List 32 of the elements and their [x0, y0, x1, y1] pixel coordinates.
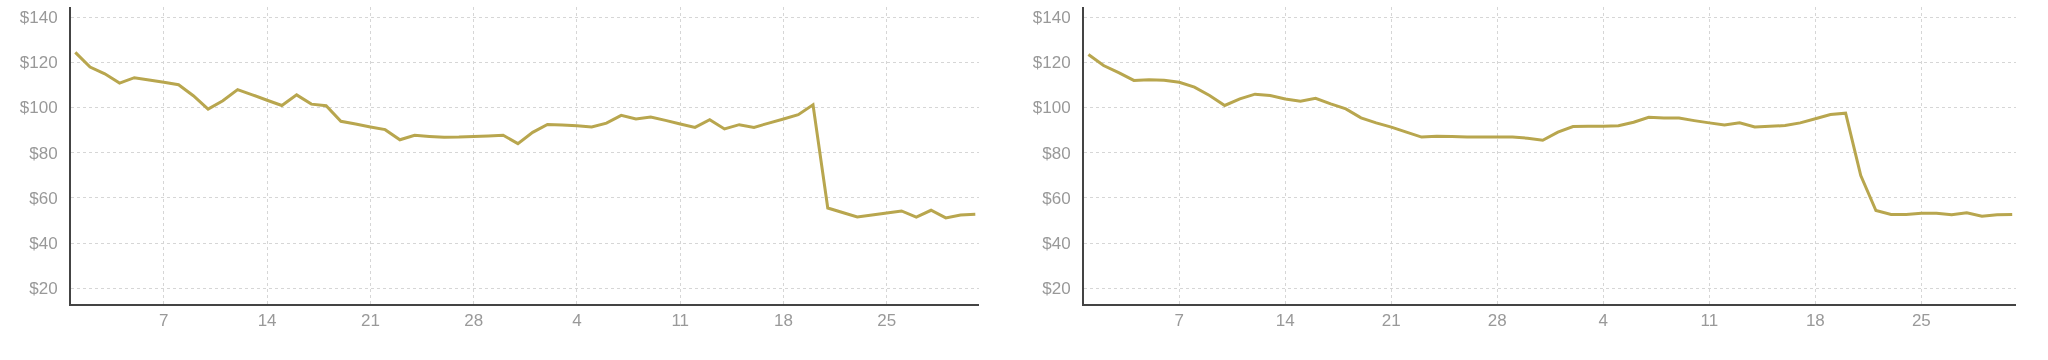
y-tick-label: $80 [29, 143, 58, 163]
y-tick-label: $100 [1032, 98, 1071, 118]
line-series [1086, 52, 2014, 218]
x-tick-label: 18 [1805, 311, 1825, 331]
x-tick-label: 28 [464, 311, 484, 331]
x-tick-label: 4 [572, 311, 582, 331]
x-tick-label: 14 [1275, 311, 1295, 331]
x-tick-label: 11 [1700, 311, 1719, 331]
x-tick-label: 28 [1487, 311, 1507, 331]
x-tick-label: 14 [257, 311, 277, 331]
x-tick-label: 7 [159, 311, 169, 331]
x-tick-label: 11 [671, 311, 690, 331]
line-series [73, 50, 977, 220]
y-tick-label: $40 [1042, 233, 1071, 253]
y-tick-label: $20 [1042, 279, 1071, 299]
x-tick-label: 21 [1381, 311, 1401, 331]
x-tick-label: 25 [877, 311, 897, 331]
y-tick-label: $20 [29, 279, 58, 299]
y-tick-label: $140 [19, 8, 58, 28]
y-tick-label: $80 [1042, 143, 1071, 163]
y-tick-label: $120 [1032, 53, 1071, 73]
y-tick-label: $100 [19, 98, 58, 118]
x-tick-label: 25 [1911, 311, 1931, 331]
x-tick-label: 4 [1598, 311, 1609, 331]
x-tick-label: 7 [1174, 311, 1185, 331]
x-tick-label: 18 [774, 311, 793, 331]
y-tick-label: $120 [19, 53, 58, 73]
y-tick-label: $60 [29, 188, 58, 208]
y-tick-label: $60 [1042, 188, 1071, 208]
y-tick-label: $140 [1032, 8, 1071, 28]
x-tick-label: 21 [360, 311, 380, 331]
y-tick-label: $40 [29, 233, 58, 253]
